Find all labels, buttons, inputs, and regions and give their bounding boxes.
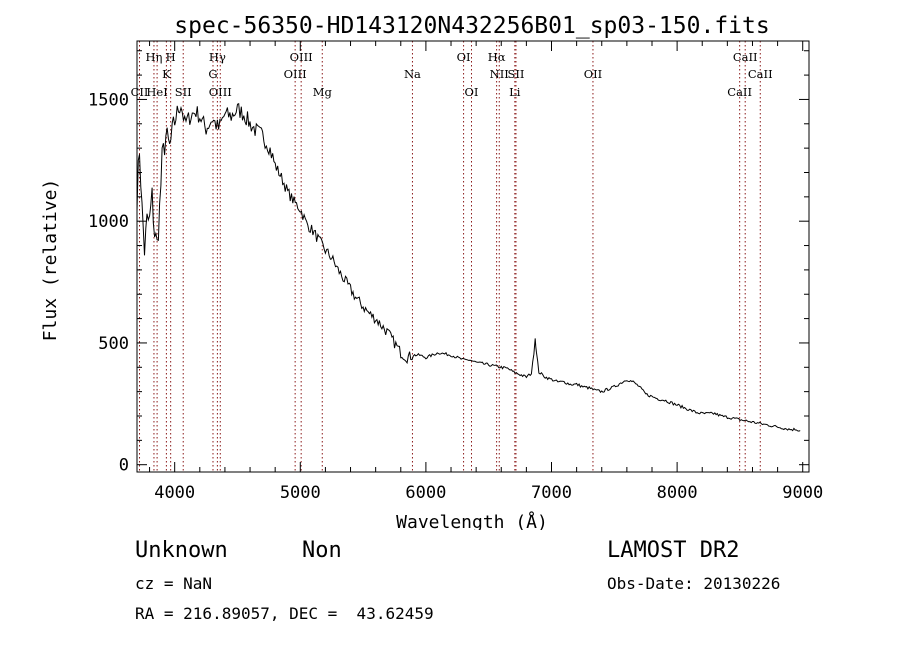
x-axis-label: Wavelength (Å) [396,511,548,530]
line-label: Li [509,85,521,99]
obs-date: Obs-Date: 20130226 [607,574,781,593]
line-label: CII [131,85,149,99]
plot-frame [136,40,810,473]
line-label: OI [465,85,479,99]
line-label: Hγ [209,50,226,64]
y-tick-label: 1500 [88,90,129,110]
x-tick-label: 8000 [657,483,698,503]
x-tick-label: 5000 [280,483,321,503]
line-label: CaII [748,67,773,81]
line-label: CaII [733,50,758,64]
y-tick-label: 1000 [88,212,129,232]
line-label: CaII [727,85,752,99]
line-label: Hη [145,50,162,64]
line-label: OIII [284,67,307,81]
line-label: K [162,67,171,81]
line-label: OIII [290,50,313,64]
x-tick-label: 4000 [154,483,195,503]
line-label: SII [507,67,524,81]
y-axis-label: Flux (relative) [40,179,61,342]
redshift-cz: cz = NaN [135,574,213,593]
line-label: Hα [488,50,506,64]
line-label: OII [584,67,603,81]
line-label: Mg [313,85,333,99]
line-label: G [208,67,217,81]
coordinates: RA = 216.89057, DEC = 43.62459 [135,604,434,623]
line-label: OIII [209,85,232,99]
object-class: Unknown [135,538,228,563]
y-tick-label: 500 [98,334,129,354]
x-tick-label: 9000 [782,483,823,503]
line-label: NII [490,67,509,81]
x-tick-label: 7000 [531,483,572,503]
survey-name: LAMOST DR2 [607,538,740,563]
spectrum-line [136,102,801,432]
line-label: H [166,50,176,64]
line-label: HeI [146,85,167,99]
emission-line-labels: CII Hη HeI KH SII Hγ G OIII OIII OIII Mg Na OI OI Hα NI… [131,50,773,99]
y-tick-label: 0 [119,456,129,476]
emission-line-markers [139,41,761,472]
x-axis-ticks: 4000 5000 6000 7000 8000 9000 [149,41,823,503]
line-label: OI [457,50,471,64]
spectrum-chart: spec-56350-HD143120N432256B01_sp03-150.f… [40,13,823,530]
line-label: SII [175,85,192,99]
x-tick-label: 6000 [405,483,446,503]
chart-title: spec-56350-HD143120N432256B01_sp03-150.f… [174,13,769,39]
y-axis-ticks: 0 500 1000 1500 [88,50,809,476]
object-subclass: Non [302,538,342,563]
line-label: Na [404,67,421,81]
